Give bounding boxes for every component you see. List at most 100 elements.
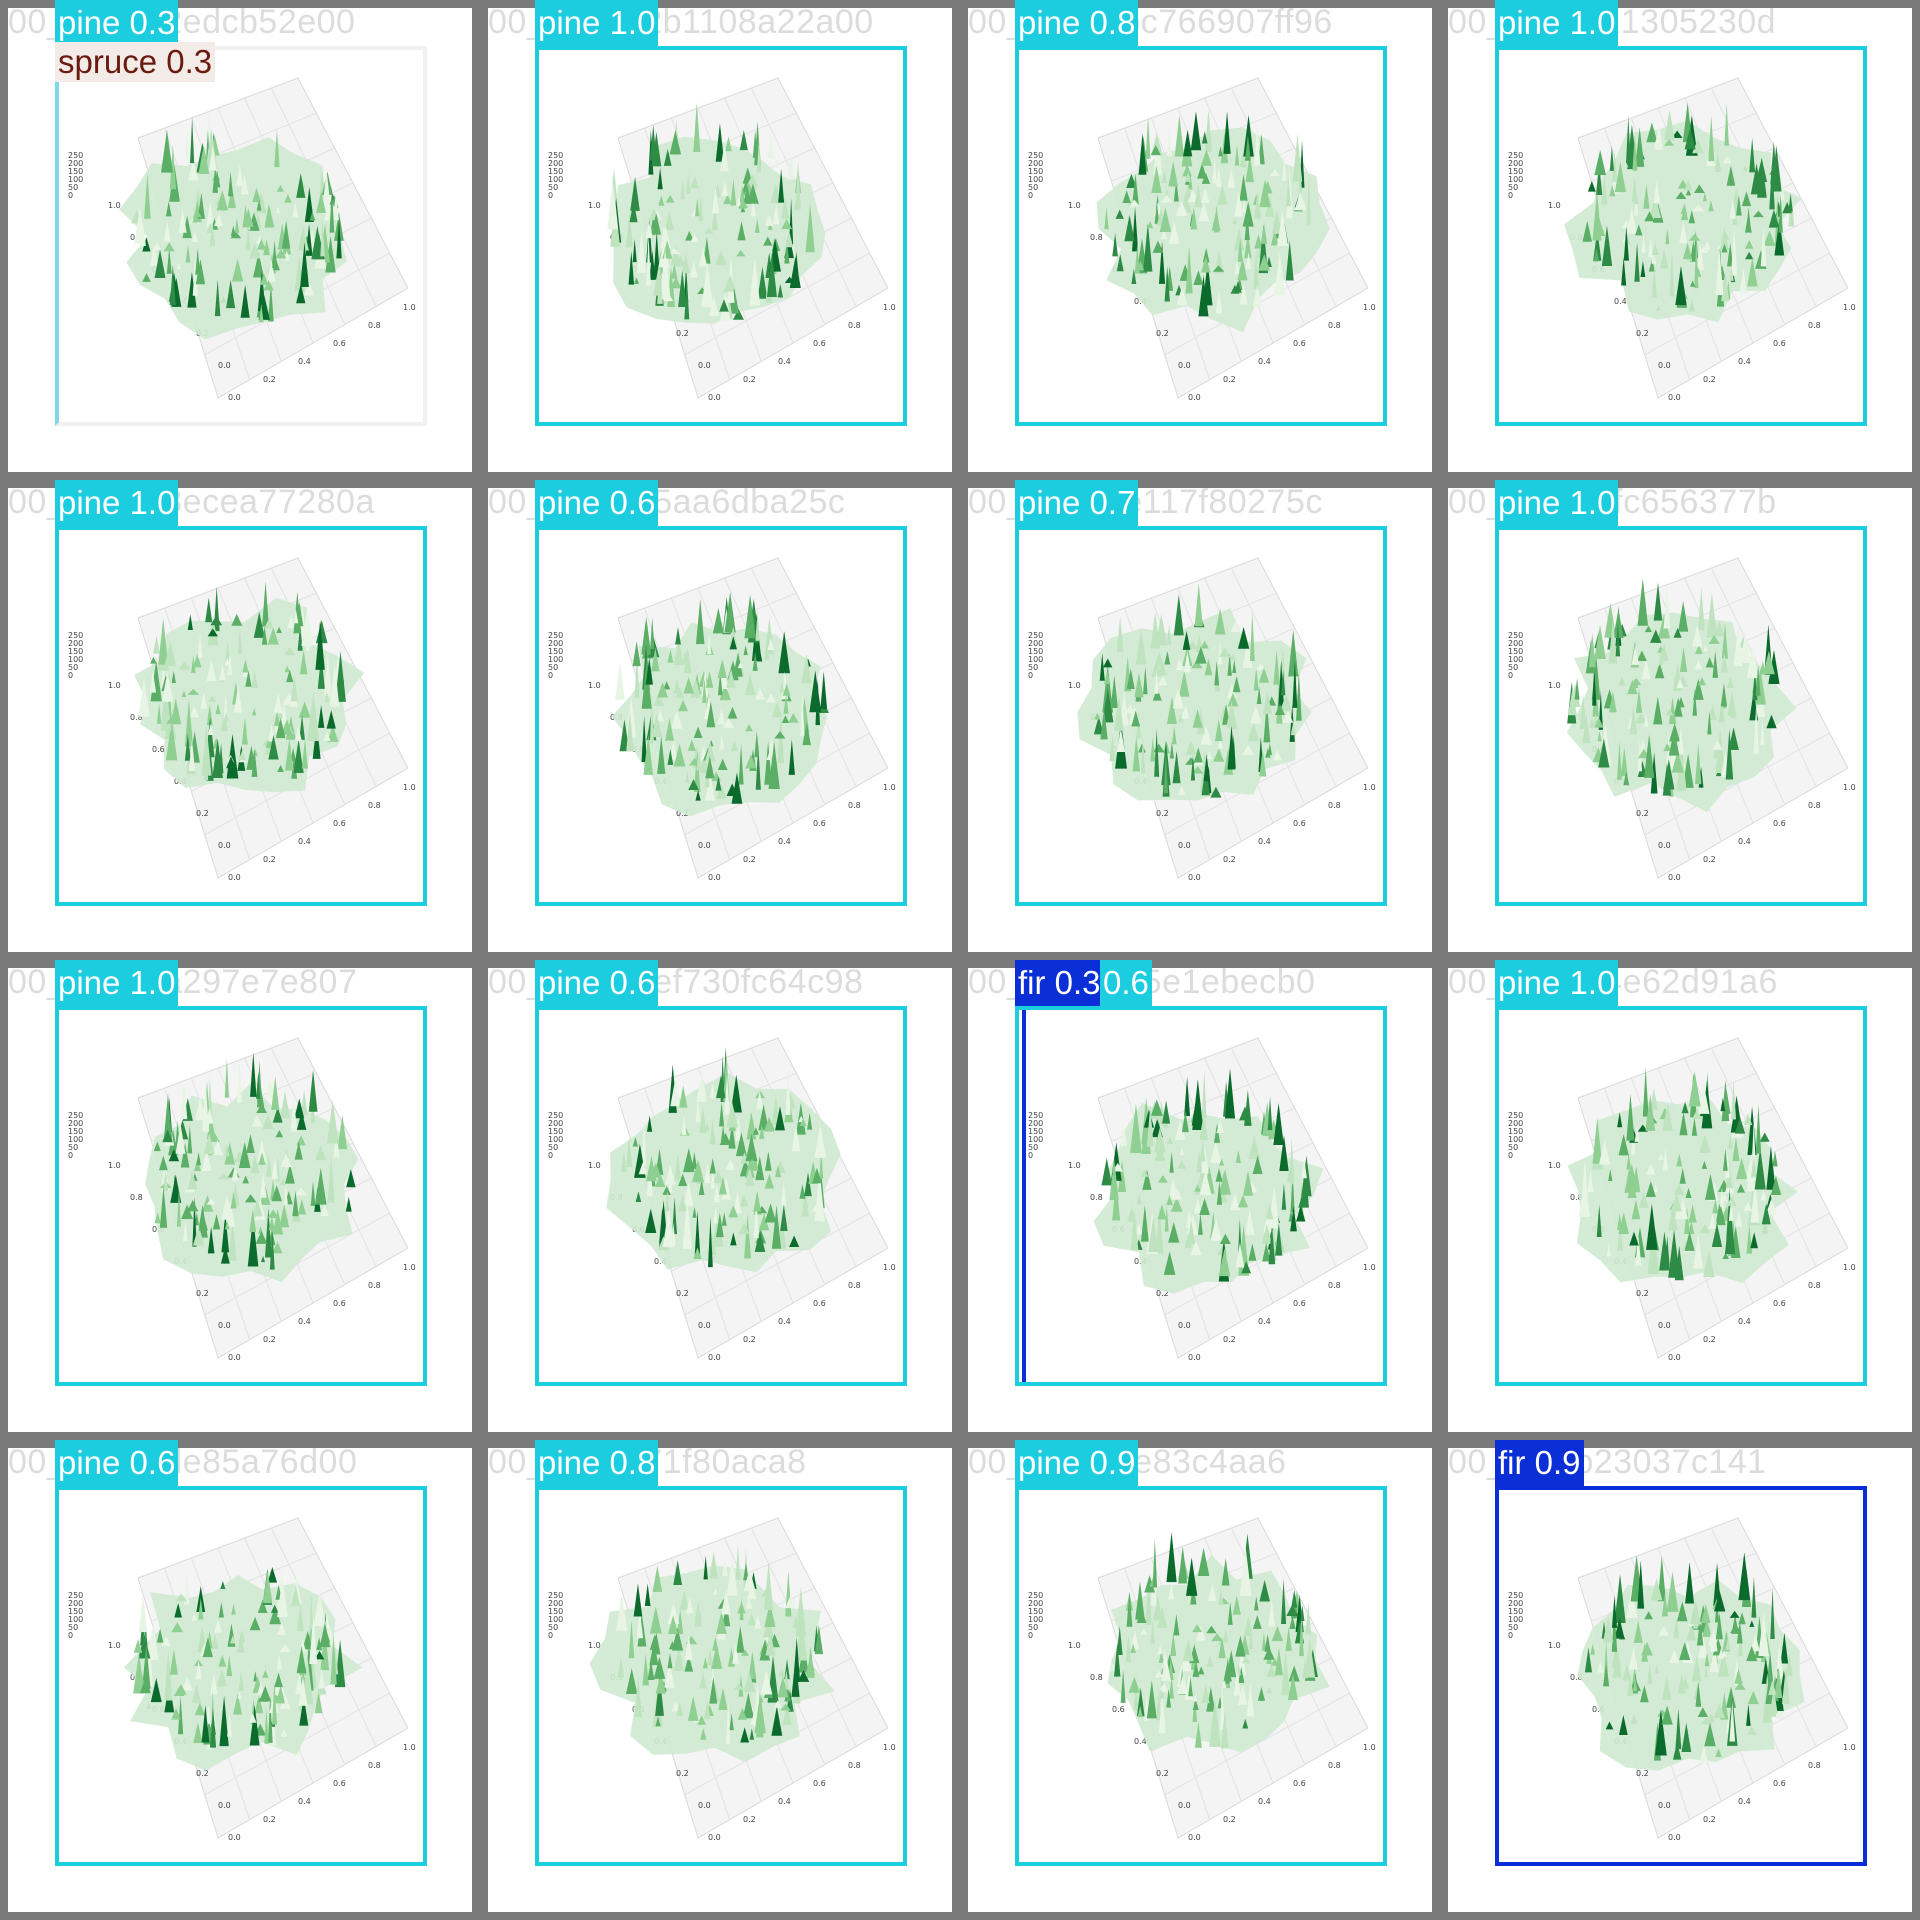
surface-spike xyxy=(1605,1721,1614,1730)
z-tick-label: 250 xyxy=(68,1591,83,1600)
surface-spike xyxy=(1270,1658,1279,1666)
surface-spike xyxy=(1788,193,1793,212)
pine-detection-label[interactable]: 0.6 xyxy=(1100,960,1152,1006)
pine-detection-label[interactable]: pine 0.6 xyxy=(535,480,659,526)
pine-bounding-box[interactable] xyxy=(1495,526,1867,906)
fir-detection-label[interactable]: fir 0.9 xyxy=(1495,1440,1584,1486)
pine-detection-label[interactable]: pine 1.0 xyxy=(55,480,179,526)
detection-tile[interactable]: 2502001501005001.00.80.60.40.20.00.00.20… xyxy=(1440,480,1920,960)
detection-tile[interactable]: 2502001501005001.00.80.60.40.20.00.00.20… xyxy=(1440,1440,1920,1920)
pine-bounding-box[interactable] xyxy=(1015,1006,1387,1386)
detection-tile[interactable]: 2502001501005001.00.80.60.40.20.00.00.20… xyxy=(960,480,1440,960)
surface-spike xyxy=(1254,233,1263,249)
y-tick-label: 0.2 xyxy=(1156,1289,1169,1298)
pine-bounding-box[interactable] xyxy=(535,1006,907,1386)
surface-spike xyxy=(1702,192,1707,202)
spruce-detection-label[interactable]: spruce 0.3 xyxy=(55,42,216,82)
surface-spike xyxy=(1722,1192,1728,1202)
surface-spike xyxy=(264,618,275,629)
surface-spike xyxy=(254,1695,264,1714)
pine-bounding-box[interactable] xyxy=(1495,46,1867,426)
pine-bounding-box[interactable] xyxy=(1015,1486,1387,1866)
surface-spike xyxy=(326,710,336,729)
detection-tile[interactable]: 2502001501005001.00.80.60.40.20.00.00.20… xyxy=(960,960,1440,1440)
pine-bounding-box[interactable] xyxy=(55,526,427,906)
pine-detection-label[interactable]: pine 0.6 xyxy=(535,960,659,1006)
fir-bounding-box[interactable] xyxy=(1495,1486,1867,1866)
y-tick-label: 1.0 xyxy=(588,1161,601,1170)
pine-bounding-box[interactable] xyxy=(1015,46,1387,426)
detection-tile[interactable]: 2502001501005001.00.80.60.40.20.00.00.20… xyxy=(0,0,480,480)
surface-spike xyxy=(1741,191,1752,207)
pine-detection-label[interactable]: pine 0.7 xyxy=(1015,480,1139,526)
x-tick-label: 0.8 xyxy=(1328,801,1341,810)
surface-spike xyxy=(711,205,719,231)
detection-tile[interactable]: 2502001501005001.00.80.60.40.20.00.00.20… xyxy=(960,0,1440,480)
surface-spike xyxy=(780,1204,788,1231)
surface-spike xyxy=(651,647,660,672)
surface-spike xyxy=(163,1168,169,1192)
surface-spike xyxy=(277,1576,288,1618)
spruce-bounding-box[interactable] xyxy=(55,46,427,426)
pine-detection-label[interactable]: pine 1.0 xyxy=(1495,480,1619,526)
pine-detection-label[interactable]: pine 1.0 xyxy=(55,960,179,1006)
pine-detection-label[interactable]: pine 1.0 xyxy=(535,0,659,46)
pine-detection-label[interactable]: pine 0.9 xyxy=(1015,1440,1139,1486)
pine-bounding-box[interactable] xyxy=(535,1486,907,1866)
surface-spike xyxy=(1124,214,1135,242)
fir-detection-label[interactable]: fir 0.3 xyxy=(1015,960,1104,1006)
pine-detection-label[interactable]: pine 0.3 xyxy=(55,0,179,46)
surface-spike xyxy=(1662,1104,1674,1131)
x-tick-label: 0.6 xyxy=(813,1299,826,1308)
pine-bounding-box[interactable] xyxy=(535,526,907,906)
surface-spike xyxy=(749,1728,755,1740)
surface-spike xyxy=(336,218,342,259)
surface-spike xyxy=(799,1184,806,1199)
surface-spike xyxy=(1116,1626,1123,1656)
detection-tile[interactable]: 2502001501005001.00.80.60.40.20.00.00.20… xyxy=(0,480,480,960)
surface-spike xyxy=(268,283,274,322)
surface-spike xyxy=(238,1142,251,1168)
surface-spike xyxy=(1670,1192,1682,1212)
detection-tile[interactable]: 2502001501005001.00.80.60.40.20.00.00.20… xyxy=(480,1440,960,1920)
surface-spike xyxy=(192,1196,197,1247)
surface-spike xyxy=(673,743,686,767)
pine-bounding-box[interactable] xyxy=(1495,1006,1867,1386)
pine-bounding-box[interactable] xyxy=(535,46,907,426)
pine-bounding-box[interactable] xyxy=(55,1006,427,1386)
surface-spike xyxy=(1184,1076,1191,1117)
surface-spike xyxy=(279,1178,286,1186)
detection-tile[interactable]: 2502001501005001.00.80.60.40.20.00.00.20… xyxy=(0,1440,480,1920)
surface-spike xyxy=(1649,194,1661,219)
detection-tile[interactable]: 2502001501005001.00.80.60.40.20.00.00.20… xyxy=(1440,0,1920,480)
surface-spike xyxy=(242,659,249,673)
pine-bounding-box[interactable] xyxy=(55,1486,427,1866)
surface-spike xyxy=(191,1683,202,1703)
surface-spike xyxy=(207,628,218,637)
x-tick-label: 0.4 xyxy=(1258,837,1271,846)
surface-spike xyxy=(681,649,691,665)
pine-detection-label[interactable]: pine 1.0 xyxy=(1495,0,1619,46)
pine-bounding-box[interactable] xyxy=(1015,526,1387,906)
surface-spike xyxy=(1143,223,1153,272)
z-tick-label: 100 xyxy=(1028,655,1043,664)
detection-tile[interactable]: 2502001501005001.00.80.60.40.20.00.00.20… xyxy=(0,960,480,1440)
pine-detection-label[interactable]: pine 0.8 xyxy=(1015,0,1139,46)
surface-spike xyxy=(206,1115,216,1140)
surface-spike xyxy=(1601,225,1613,267)
pine-detection-label[interactable]: pine 0.8 xyxy=(535,1440,659,1486)
surface-plot-3d: 2502001501005001.00.80.60.40.20.00.00.20… xyxy=(1508,557,1856,882)
surface-spike xyxy=(650,1162,662,1178)
terrain-surface xyxy=(1567,1067,1798,1283)
detection-tile[interactable]: 2502001501005001.00.80.60.40.20.00.00.20… xyxy=(480,0,960,480)
pine-detection-label[interactable]: pine 1.0 xyxy=(1495,960,1619,1006)
detection-tile[interactable]: 2502001501005001.00.80.60.40.20.00.00.20… xyxy=(480,960,960,1440)
surface-spike xyxy=(1609,184,1616,197)
surface-spike xyxy=(269,1227,275,1270)
detection-tile[interactable]: 2502001501005001.00.80.60.40.20.00.00.20… xyxy=(1440,960,1920,1440)
surface-spike xyxy=(1146,1106,1154,1147)
detection-tile[interactable]: 2502001501005001.00.80.60.40.20.00.00.20… xyxy=(480,480,960,960)
surface-spike xyxy=(800,690,805,736)
pine-detection-label[interactable]: pine 0.6 xyxy=(55,1440,179,1486)
